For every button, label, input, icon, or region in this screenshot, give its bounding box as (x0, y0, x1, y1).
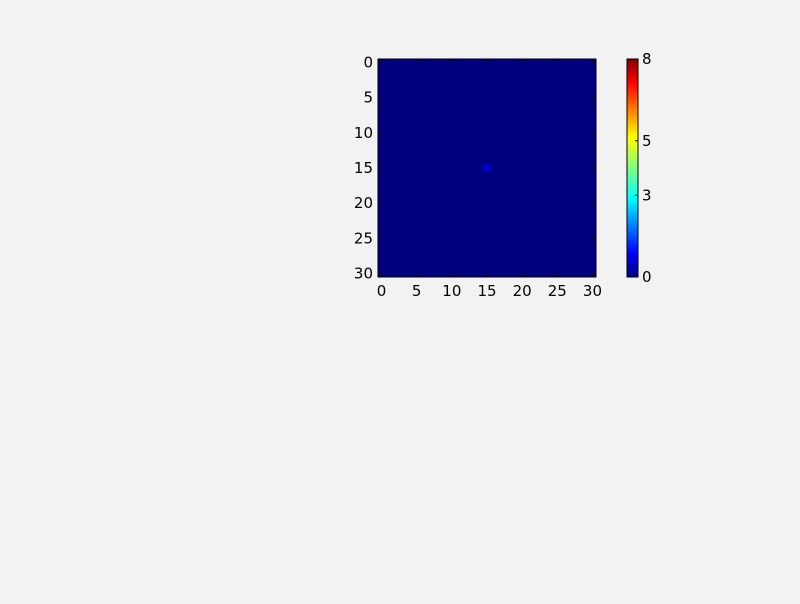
y-tick-label: 25 (354, 229, 373, 247)
y-tick-label: 0 (363, 54, 373, 72)
y-tick-label: 10 (354, 124, 373, 142)
x-tick-label: 20 (513, 282, 532, 300)
y-tick-label: 5 (363, 89, 373, 107)
y-tick-label: 30 (354, 264, 373, 282)
y-tick-label: 20 (354, 194, 373, 212)
y-axis: 0 5 10 15 20 25 30 (354, 54, 596, 282)
colorbar-tick-label: 8 (642, 50, 652, 68)
y-tick-label: 15 (354, 159, 373, 177)
heatmap-cell-0 (483, 164, 491, 172)
x-tick-label: 5 (412, 282, 422, 300)
colorbar-gradient (626, 58, 639, 278)
x-tick-label: 15 (477, 282, 496, 300)
x-axis: 0 5 10 15 20 25 30 (377, 59, 602, 300)
x-tick-label: 25 (548, 282, 567, 300)
x-tick-label: 30 (583, 282, 602, 300)
x-tick-label: 10 (442, 282, 461, 300)
colorbar-tick-label: 0 (642, 268, 652, 286)
colorbar: 0 3 5 8 (626, 50, 652, 286)
colorbar-tick-label: 5 (642, 132, 652, 150)
x-tick-label: 0 (377, 282, 387, 300)
colorbar-tick-label: 3 (642, 186, 652, 204)
plot-area (377, 58, 597, 278)
